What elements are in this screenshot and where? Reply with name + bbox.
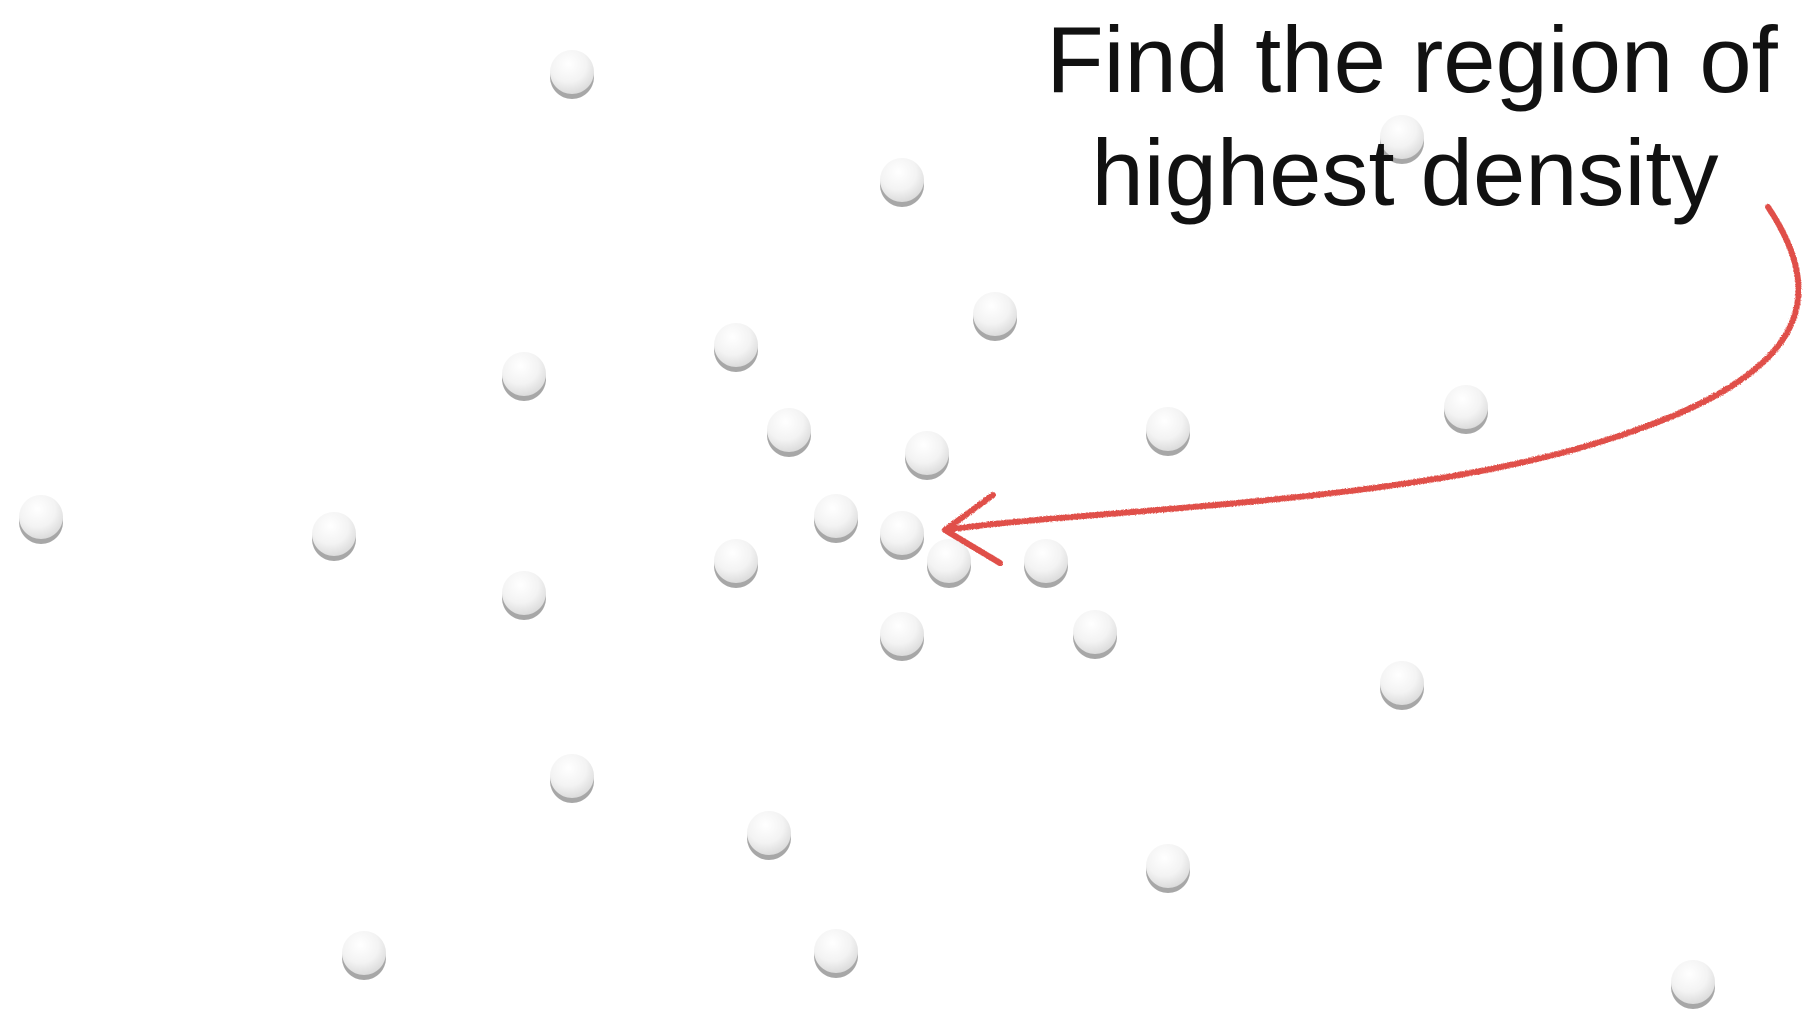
pointer-arrow	[942, 204, 1802, 566]
arrow-head	[942, 492, 1003, 566]
data-point	[927, 539, 971, 588]
data-point	[1146, 407, 1190, 456]
data-point	[747, 811, 791, 860]
data-point	[905, 431, 949, 480]
data-point	[19, 495, 63, 544]
data-point	[714, 539, 758, 588]
data-point	[880, 158, 924, 207]
data-point	[880, 511, 924, 560]
data-points	[19, 50, 1715, 1009]
data-point	[502, 571, 546, 620]
data-point	[1380, 661, 1424, 710]
data-point	[342, 931, 386, 980]
arrow-shaft	[942, 204, 1802, 533]
data-point	[973, 292, 1017, 341]
data-point	[1024, 539, 1068, 588]
data-point	[880, 612, 924, 661]
data-point	[1380, 115, 1424, 164]
data-point	[312, 512, 356, 561]
data-point	[1073, 610, 1117, 659]
annotation-line-1: Find the region of	[1046, 7, 1778, 112]
data-point	[814, 929, 858, 978]
data-point	[767, 408, 811, 457]
annotation-text: Find the region of highest density	[1046, 7, 1778, 225]
data-point	[1444, 385, 1488, 434]
data-point	[1146, 844, 1190, 893]
data-point	[714, 323, 758, 372]
data-point	[814, 494, 858, 543]
data-point	[502, 352, 546, 401]
data-point	[550, 754, 594, 803]
data-point	[1671, 960, 1715, 1009]
data-point	[550, 50, 594, 99]
annotation-line-2: highest density	[1091, 120, 1718, 225]
